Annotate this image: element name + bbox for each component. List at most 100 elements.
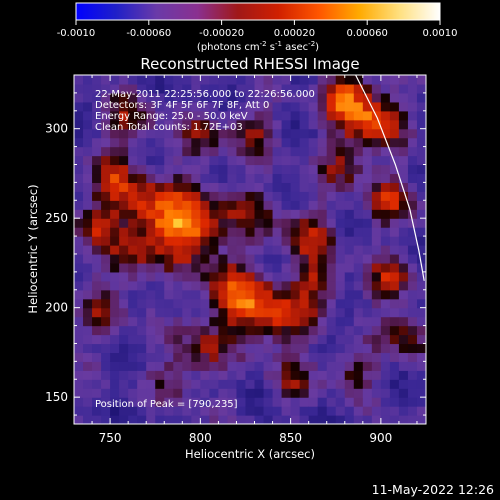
heatmap-cell — [380, 101, 391, 112]
heatmap-cell — [245, 370, 256, 380]
heatmap-cell — [92, 236, 102, 246]
heatmap-cell — [236, 253, 247, 264]
heatmap-cell — [281, 245, 292, 255]
heatmap-cell — [245, 379, 256, 389]
heatmap-cell — [389, 209, 400, 219]
heatmap-cell — [119, 182, 129, 192]
heatmap-cell — [218, 137, 229, 148]
heatmap-cell — [119, 325, 129, 336]
heatmap-cell — [164, 164, 174, 175]
heatmap-cell — [263, 253, 274, 264]
heatmap-cell — [272, 236, 283, 246]
heatmap-cell — [155, 307, 165, 318]
heatmap-cell — [353, 119, 364, 130]
heatmap-cell — [227, 137, 238, 148]
heatmap-cell — [173, 361, 183, 371]
heatmap-cell — [182, 397, 192, 407]
heatmap-cell — [191, 289, 201, 300]
heatmap-cell — [416, 316, 426, 327]
heatmap-cell — [407, 271, 418, 282]
heatmap-cell — [263, 280, 274, 291]
heatmap-cell — [398, 218, 409, 228]
heatmap-cell — [371, 75, 382, 85]
heatmap-cell — [416, 388, 426, 398]
heatmap-cell — [83, 334, 93, 345]
heatmap-cell — [101, 92, 111, 103]
heatmap-cell — [380, 155, 391, 166]
heatmap-cell — [344, 191, 355, 201]
heatmap-cell — [227, 397, 238, 407]
heatmap-cell — [308, 119, 319, 130]
heatmap-cell — [155, 361, 165, 371]
heatmap-cell — [146, 191, 156, 201]
heatmap-cell — [254, 361, 265, 371]
heatmap-cell — [209, 236, 220, 246]
heatmap-cell — [83, 262, 93, 273]
heatmap-cell — [137, 191, 147, 201]
heatmap-cell — [101, 334, 111, 345]
heatmap-cell — [335, 262, 346, 273]
heatmap-cell — [200, 173, 210, 183]
heatmap-cell — [371, 173, 382, 183]
heatmap-cell — [218, 200, 229, 210]
heatmap-cell — [254, 334, 265, 345]
heatmap-cell — [371, 271, 382, 282]
heatmap-cell — [137, 271, 147, 282]
heatmap-cell — [335, 245, 346, 255]
heatmap-cell — [407, 253, 418, 264]
heatmap-cell — [380, 245, 391, 255]
heatmap-cell — [254, 379, 265, 389]
heatmap-cell — [416, 128, 426, 139]
heatmap-cell — [209, 253, 220, 264]
heatmap-cell — [245, 218, 256, 228]
heatmap-cell — [110, 271, 120, 282]
heatmap-cell — [173, 227, 183, 237]
heatmap-cell — [227, 298, 238, 309]
heatmap-cell — [164, 146, 174, 157]
heatmap-cell — [263, 92, 274, 103]
heatmap-cell — [398, 191, 409, 201]
heatmap-cell — [200, 298, 210, 309]
heatmap-cell — [290, 75, 301, 85]
heatmap-cell — [317, 361, 328, 371]
heatmap-cell — [416, 397, 426, 407]
heatmap-cell — [344, 236, 355, 246]
heatmap-cell — [92, 325, 102, 336]
heatmap-cell — [317, 173, 328, 183]
heatmap-cell — [317, 397, 328, 407]
heatmap-cell — [308, 236, 319, 246]
heatmap-cell — [398, 271, 409, 282]
heatmap-cell — [245, 298, 256, 309]
heatmap-cell — [272, 92, 283, 103]
heatmap-cell — [119, 245, 129, 255]
heatmap-cell — [137, 101, 147, 112]
heatmap-cell — [227, 75, 238, 85]
heatmap-cell — [416, 164, 426, 175]
heatmap-cell — [209, 200, 220, 210]
heatmap-cell — [182, 343, 192, 354]
heatmap-cell — [371, 101, 382, 112]
heatmap-cell — [317, 245, 328, 255]
heatmap-cell — [254, 110, 265, 121]
heatmap-cell — [200, 227, 210, 237]
heatmap-cell — [254, 182, 265, 192]
heatmap-cell — [245, 352, 256, 362]
heatmap-cell — [353, 325, 364, 336]
heatmap-cell — [371, 128, 382, 139]
heatmap-cell — [254, 137, 265, 148]
heatmap-cell — [263, 227, 274, 237]
heatmap-cell — [371, 209, 382, 219]
heatmap-cell — [335, 218, 346, 228]
heatmap-cell — [362, 316, 373, 327]
heatmap-cell — [371, 379, 382, 389]
heatmap-cell — [83, 191, 93, 201]
heatmap-cell — [119, 280, 129, 291]
heatmap-cell — [218, 119, 229, 130]
heatmap-cell — [299, 92, 310, 103]
heatmap-cell — [398, 388, 409, 398]
heatmap-cell — [200, 316, 210, 327]
heatmap-cell — [236, 298, 247, 309]
heatmap-cell — [326, 334, 337, 345]
heatmap-cell — [254, 316, 265, 327]
heatmap-cell — [389, 75, 400, 85]
